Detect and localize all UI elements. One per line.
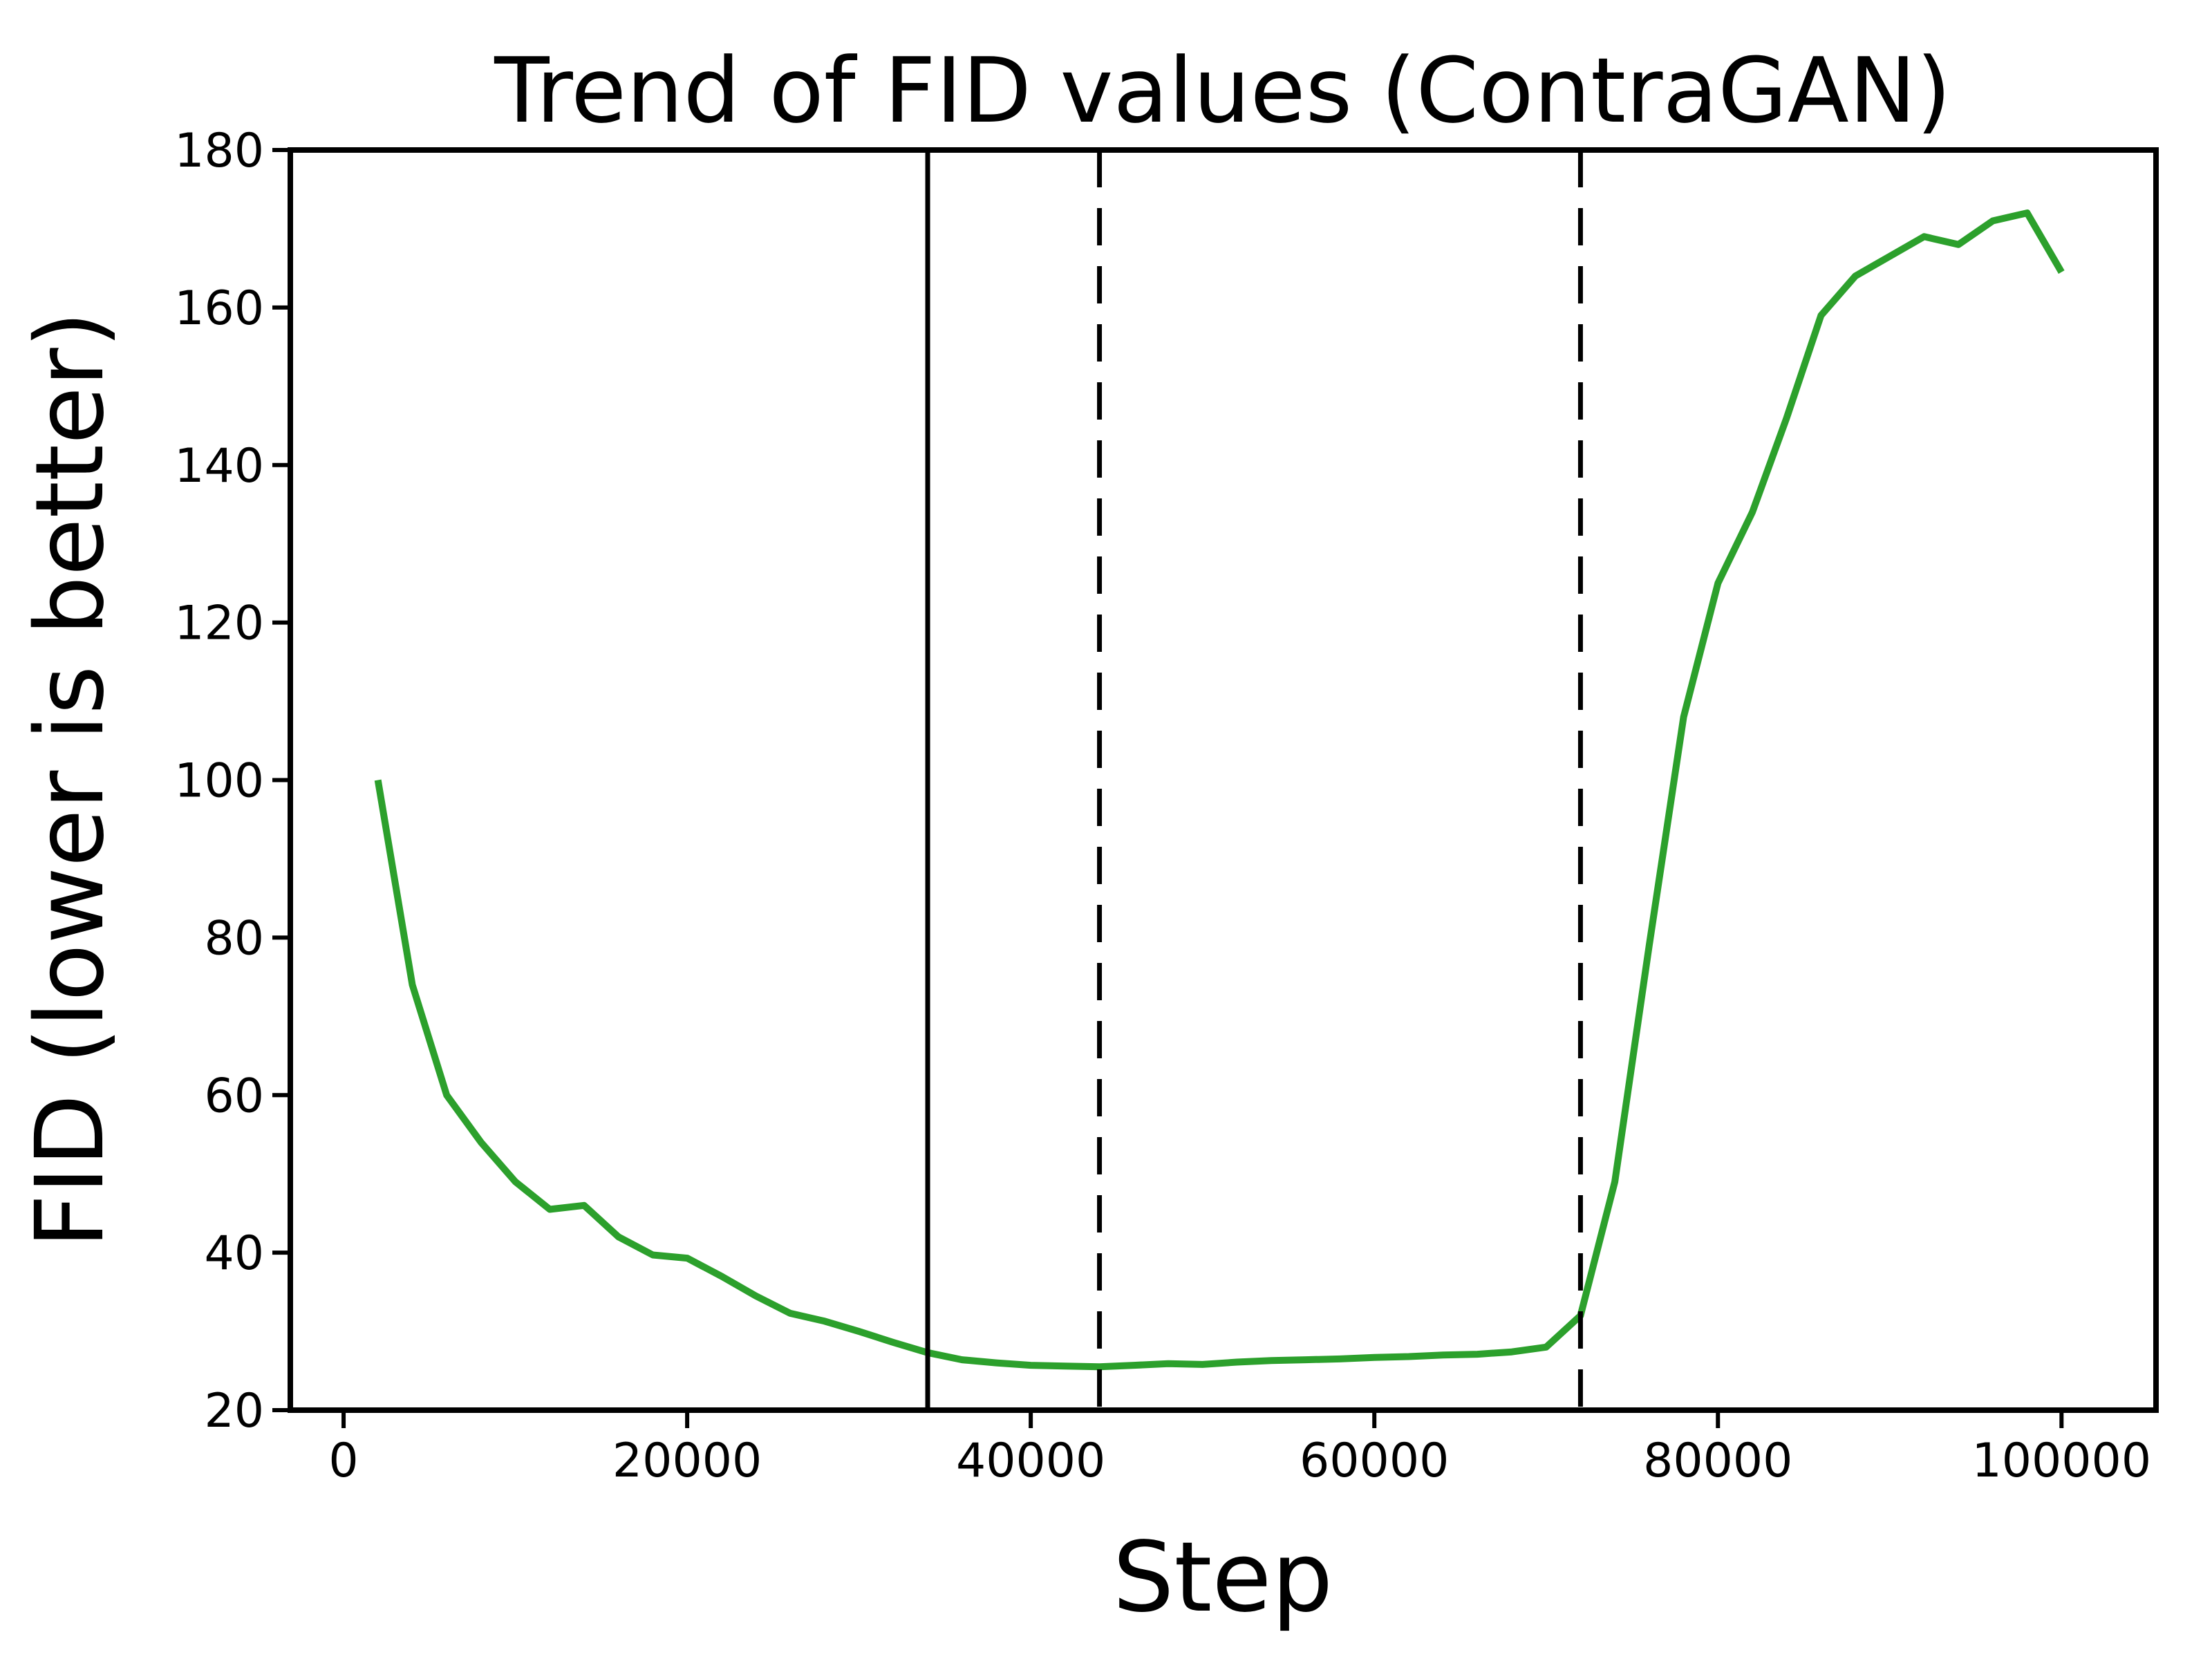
y-tick-label: 100	[174, 754, 264, 809]
y-tick-label: 160	[174, 281, 264, 336]
series-layer	[374, 209, 2065, 1371]
x-axis-label: Step	[1113, 1521, 1333, 1634]
fid-line	[374, 209, 2065, 1371]
y-tick-label: 20	[204, 1384, 264, 1438]
x-tick-label: 80000	[1643, 1434, 1792, 1488]
plot-border	[288, 147, 2159, 1413]
y-tick-label: 140	[174, 439, 264, 494]
ticks-layer: 0 20000 40000 60000 80000 100000 20 40 60 80 100 12…	[174, 124, 2151, 1488]
x-tick-label: 40000	[956, 1434, 1105, 1488]
y-tick-label: 40	[204, 1226, 264, 1281]
x-tick-label: 60000	[1300, 1434, 1449, 1488]
y-tick-label: 80	[204, 911, 264, 966]
chart-title: Trend of FID values (ContraGAN)	[494, 38, 1951, 143]
y-axis-label: FID (lower is better)	[16, 311, 125, 1248]
vlines-layer	[925, 150, 1583, 1410]
y-tick-label: 180	[174, 124, 264, 178]
y-tick-label: 120	[174, 597, 264, 651]
x-tick-label: 0	[328, 1434, 358, 1488]
x-tick-label: 100000	[1972, 1434, 2152, 1488]
y-tick-label: 60	[204, 1069, 264, 1123]
x-tick-label: 20000	[612, 1434, 762, 1488]
